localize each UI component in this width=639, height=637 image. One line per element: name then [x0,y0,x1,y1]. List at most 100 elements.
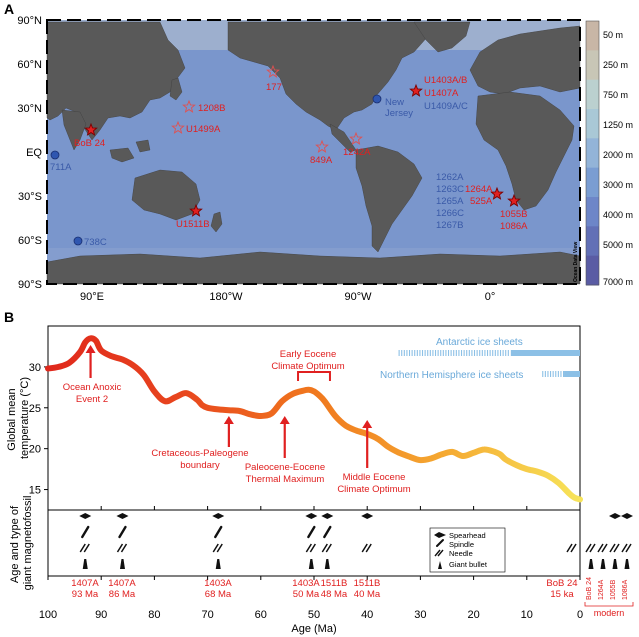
spearhead-icon [609,513,621,519]
x-tick-label: 30 [414,609,426,621]
indonesia-land [109,147,135,163]
modern-site-label: 1264A [598,579,605,600]
eeco-bracket [297,371,331,381]
philippines-land [135,139,151,153]
panel-a-label: A [4,1,14,17]
fossil-site-label: 1407A [108,578,136,589]
colorbar-label: 750 m [603,90,628,100]
colorbar-label: 7000 m [603,277,633,287]
star-outline-icon [182,99,196,113]
modern-site-labels: BoB 24 1264A 1055B 1086A [586,577,629,600]
site-label-new: New [385,97,404,108]
spearhead-icon [212,513,225,519]
needle-icon [597,543,608,553]
y-tick-label: 15 [29,485,41,497]
event-label: boundary [180,460,220,471]
ice-sheet-bars [398,350,580,377]
needle-icon [79,543,90,553]
central-america-land [329,123,357,153]
legend-label: Giant bullet [449,560,488,569]
colorbar-swatch [586,167,599,198]
lon-label: 180°W [209,291,243,303]
star-outline-icon [171,120,185,134]
colorbar-label: 3000 m [603,180,633,190]
event-arrows [85,345,373,468]
event-label: Climate Optimum [337,484,410,495]
x-tick-label: 60 [255,609,267,621]
x-tick-label: 20 [467,609,479,621]
fossil-age-label: 40 Ma [354,589,381,600]
fossil-age-labels: 1407A 93 Ma 1407A 86 Ma 1403A 68 Ma 1403… [71,578,577,600]
lon-label: 90°W [344,291,372,303]
needle-icon [621,543,632,553]
event-label: Cretaceous-Paleogene [151,448,248,459]
x-tick-label: 50 [308,609,320,621]
site-label-738c: 738C [84,237,107,248]
star-filled-icon [409,83,423,97]
lat-axis: 90°N 60°N 30°N EQ 30°S 60°S 90°S [17,15,42,291]
colorbar-label: 1250 m [603,120,633,130]
fossil-glyphs [79,513,633,569]
site-label-1265a: 1265A [436,196,464,207]
spindle-icon [118,525,127,539]
temperature-series-line [45,335,583,503]
event-label: Early Eocene [280,349,337,360]
site-dot-icon [73,236,83,246]
site-label-1267b: 1267B [436,220,463,231]
lat-label: 90°N [17,15,42,27]
fossil-site-label: BoB 24 [546,578,577,589]
japan-land [169,77,183,101]
colorbar-swatch [586,50,599,81]
greenland-land [413,21,471,53]
colorbar-label: 4000 m [603,210,633,220]
spindle-icon [307,525,316,539]
legend-label: Spearhead [449,531,486,540]
fossil-age-label: 93 Ma [72,589,99,600]
northern-label: Northern Hemisphere ice sheets [380,370,523,381]
modern-label: modern [594,608,625,618]
x-axis-label: Age (Ma) [291,623,336,635]
y-tick-label: 30 [29,362,41,374]
spearhead-icon [305,513,318,519]
spearhead-icon [79,513,92,519]
fossil-site-label: 1407A [71,578,99,589]
spearhead-icon [434,532,446,538]
star-filled-icon [84,122,98,136]
event-label: Paleocene-Eocene [245,462,325,473]
colorbar-swatch [586,109,599,139]
colorbar-labels: 50 m 250 m 750 m 1250 m 2000 m 3000 m 40… [603,30,633,287]
landmasses [46,21,581,285]
spindle-icon [214,525,223,539]
asia-land [46,21,186,141]
site-labels: BoB 24 1208B U1499A 177 849A 1242A U1403… [50,75,528,248]
x-axis: 100 90 80 70 60 50 40 30 20 10 0 [39,506,583,621]
fossil-site-label: 1403A [204,578,232,589]
y-tick-label: 20 [29,444,41,456]
spindle-icon [81,525,90,539]
x-tick-label: 0 [577,609,583,621]
site-dot-icon [372,94,382,104]
legend-label: Needle [449,549,473,558]
fossil-axis-label-line1: Age and type of [9,505,21,583]
x-tick-label: 80 [148,609,160,621]
arrow-up-icon [223,416,234,424]
colorbar-swatch [586,21,599,51]
antarctic-ice-bar [510,350,580,356]
site-label-177: 177 [266,82,282,93]
y-axis-label-line1: Global mean [6,388,18,450]
needle-icon [305,543,316,553]
needle-icon [566,543,577,553]
needle-icon [116,543,128,553]
modern-site-label: BoB 24 [586,577,593,600]
fossil-age-label: 50 Ma [293,589,320,600]
world-map: 90°N 60°N 30°N EQ 30°S 60°S 90°S 90°E 18… [17,15,581,303]
modern-site-label: 1086A [622,579,629,600]
site-label-1262a: 1262A [436,172,464,183]
site-label-u1499a: U1499A [186,124,221,135]
site-dot-icon [50,150,60,160]
x-tick-label: 70 [201,609,213,621]
fossil-site-label: 1511B [321,578,348,589]
needle-icon [321,543,332,553]
